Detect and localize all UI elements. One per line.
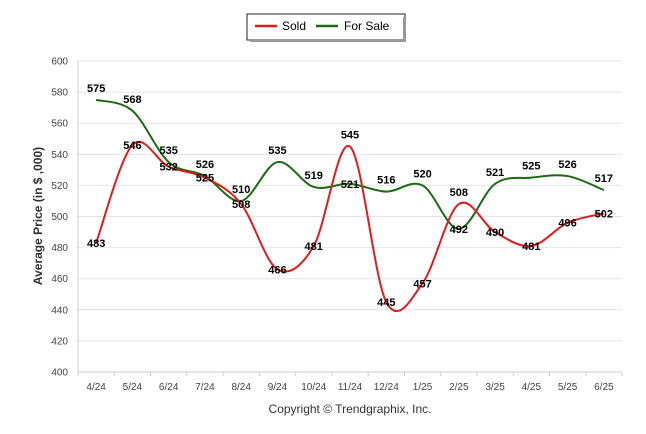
x-tick-label: 11/24 (338, 382, 363, 393)
data-point-for-sale[interactable] (275, 160, 280, 165)
data-label-sold: 532 (159, 162, 177, 174)
x-tick-label: 6/24 (159, 382, 179, 393)
legend-label-for-sale: For Sale (344, 19, 390, 33)
y-tick-label: 440 (51, 305, 68, 316)
data-point-for-sale[interactable] (384, 189, 389, 194)
data-label-for-sale: 521 (341, 179, 359, 191)
data-point-for-sale[interactable] (529, 175, 534, 180)
x-tick-label: 5/25 (558, 382, 578, 393)
data-label-sold: 496 (558, 218, 576, 230)
data-label-for-sale: 510 (232, 184, 250, 196)
data-label-sold: 545 (341, 130, 359, 142)
data-label-for-sale: 519 (305, 170, 323, 182)
data-label-sold: 483 (87, 238, 105, 250)
data-point-sold[interactable] (348, 144, 353, 149)
y-tick-label: 420 (51, 336, 68, 347)
data-label-sold: 508 (450, 187, 468, 199)
y-tick-label: 600 (51, 57, 68, 68)
y-tick-label: 400 (51, 368, 68, 379)
data-label-for-sale: 535 (159, 145, 177, 157)
data-point-for-sale[interactable] (601, 188, 606, 193)
data-label-for-sale: 575 (87, 83, 105, 95)
legend-shadow-bottom (250, 39, 406, 42)
data-point-for-sale[interactable] (565, 174, 570, 179)
x-tick-label: 2/25 (449, 382, 469, 393)
legend[interactable]: Sold For Sale (246, 13, 406, 42)
data-label-for-sale: 492 (450, 224, 468, 236)
x-tick-label: 9/24 (268, 382, 288, 393)
data-label-sold: 525 (196, 173, 214, 185)
data-label-sold: 502 (595, 208, 613, 220)
data-point-for-sale[interactable] (493, 181, 498, 186)
data-point-for-sale[interactable] (311, 184, 316, 189)
axes: 400 420 440 460 480 500 520 540 560 580 600 4/24 5/2… (51, 57, 623, 393)
data-labels: 483 546 532 525 508 466 481 545 445 457 508 490 481 4… (87, 83, 613, 309)
x-tick-label: 12/24 (374, 382, 399, 393)
y-tick-label: 480 (51, 243, 68, 254)
x-tick-label: 8/24 (231, 382, 251, 393)
copyright-footer: Copyright © Trendgraphix, Inc. (269, 402, 432, 416)
grid (78, 60, 622, 373)
data-point-for-sale[interactable] (130, 108, 135, 113)
data-point-sold[interactable] (456, 202, 461, 207)
y-tick-label: 500 (51, 212, 68, 223)
y-tick-label: 560 (51, 119, 68, 130)
x-tick-label: 5/24 (123, 382, 143, 393)
legend-shadow (403, 17, 406, 41)
data-label-for-sale: 568 (123, 94, 141, 106)
series (94, 97, 606, 312)
x-tick-label: 6/25 (594, 382, 614, 393)
data-label-sold: 466 (268, 264, 286, 276)
data-label-sold: 457 (413, 278, 431, 290)
data-label-for-sale: 520 (413, 168, 431, 180)
data-label-sold: 481 (305, 241, 323, 253)
legend-label-sold: Sold (282, 19, 306, 33)
y-tick-label: 460 (51, 274, 68, 285)
data-label-sold: 508 (232, 199, 250, 211)
y-axis-title: Average Price (in $ ,000) (31, 147, 45, 285)
data-label-for-sale: 521 (486, 167, 504, 179)
data-label-for-sale: 525 (522, 161, 540, 173)
y-tick-label: 580 (51, 88, 68, 99)
y-tick-label: 520 (51, 181, 68, 192)
data-label-for-sale: 526 (196, 159, 214, 171)
y-tick-label: 540 (51, 150, 68, 161)
x-tick-label: 4/25 (522, 382, 542, 393)
x-tick-label: 4/24 (86, 382, 106, 393)
data-label-sold: 445 (377, 297, 395, 309)
data-label-for-sale: 516 (377, 175, 395, 187)
series-line-sold (95, 141, 605, 312)
x-tick-label: 3/25 (485, 382, 505, 393)
data-label-for-sale: 517 (595, 173, 613, 185)
series-line-for-sale (95, 98, 605, 230)
x-tick-label: 7/24 (195, 382, 215, 393)
x-tick-label: 10/24 (301, 382, 326, 393)
data-label-for-sale: 526 (558, 159, 576, 171)
data-point-for-sale[interactable] (420, 183, 425, 188)
data-label-sold: 490 (486, 227, 504, 239)
data-label-for-sale: 535 (268, 145, 286, 157)
data-point-for-sale[interactable] (94, 97, 99, 102)
data-label-sold: 546 (123, 140, 141, 152)
data-label-sold: 481 (522, 241, 540, 253)
x-tick-label: 1/25 (413, 382, 433, 393)
